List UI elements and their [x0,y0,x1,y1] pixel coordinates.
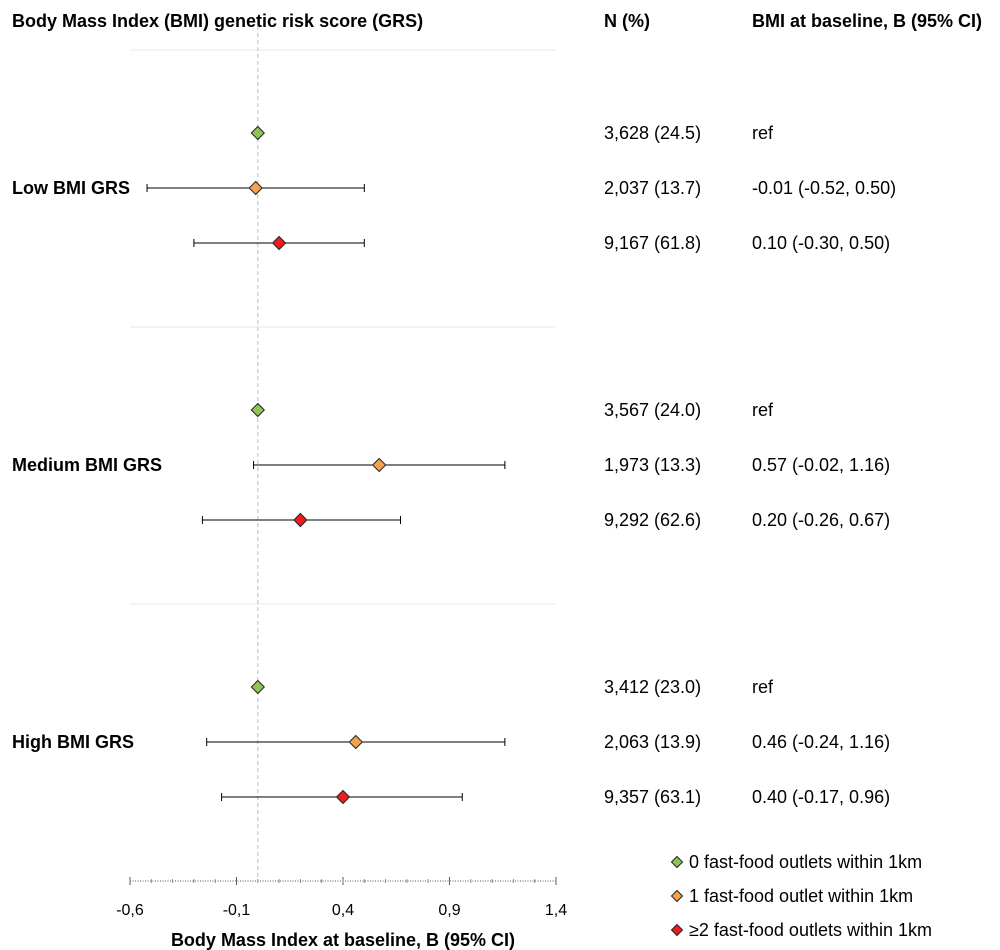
group-label: High BMI GRS [12,732,134,752]
estimate-ci-cell: ref [752,400,774,420]
legend-marker [670,889,684,903]
estimate-point [250,402,266,418]
estimate-ci-cell: 0.40 (-0.17, 0.96) [752,787,890,807]
n-pct-cell: 9,292 (62.6) [604,510,701,530]
estimate-ci-cell: 0.57 (-0.02, 1.16) [752,455,890,475]
estimate-ci-cell: ref [752,123,774,143]
estimate-point [372,457,387,473]
estimate-point [348,734,363,750]
x-tick-label: 0,9 [438,902,460,919]
n-pct-cell: 2,037 (13.7) [604,178,701,198]
x-tick-label: 0,4 [332,902,354,919]
estimate-ci-cell: ref [752,677,774,697]
x-axis-ticks: -0,6 -0,1 0,4 0,9 1,4 [116,877,567,919]
estimate-point [271,235,287,251]
legend: 0 fast-food outlets within 1km 1 fast-foo… [670,852,932,940]
x-tick-label: 1,4 [545,902,567,919]
chart-marks [146,125,506,805]
group-label: Low BMI GRS [12,178,130,198]
n-pct-cell: 9,357 (63.1) [604,787,701,807]
estimate-point [248,180,263,196]
n-pct-cell: 3,567 (24.0) [604,400,701,420]
estimate-point [293,512,308,528]
n-pct-cell: 1,973 (13.3) [604,455,701,475]
estimate-ci-cell: 0.46 (-0.24, 1.16) [752,732,890,752]
estimate-point [335,789,351,805]
legend-marker [670,855,684,869]
chart-title: Body Mass Index (BMI) genetic risk score… [12,11,423,31]
x-tick-label: -0,6 [116,902,144,919]
n-pct-cell: 9,167 (61.8) [604,233,701,253]
n-pct-cell: 3,628 (24.5) [604,123,701,143]
estimate-ci-cell: 0.20 (-0.26, 0.67) [752,510,890,530]
estimate-point [250,125,266,141]
legend-label: 0 fast-food outlets within 1km [689,852,922,872]
estimate-ci-cell: -0.01 (-0.52, 0.50) [752,178,896,198]
n-pct-cell: 3,412 (23.0) [604,677,701,697]
x-tick-label: -0,1 [223,902,251,919]
x-axis-label: Body Mass Index at baseline, B (95% CI) [171,930,515,950]
legend-label: 1 fast-food outlet within 1km [689,886,913,906]
estimate-ci-cell: 0.10 (-0.30, 0.50) [752,233,890,253]
estimate-point [250,679,266,695]
n-pct-cell: 2,063 (13.9) [604,732,701,752]
b-column-header: BMI at baseline, B (95% CI) [752,11,982,31]
legend-label: ≥2 fast-food outlets within 1km [689,920,932,940]
group-label: Medium BMI GRS [12,455,162,475]
legend-marker [670,923,684,937]
n-column-header: N (%) [604,11,650,31]
